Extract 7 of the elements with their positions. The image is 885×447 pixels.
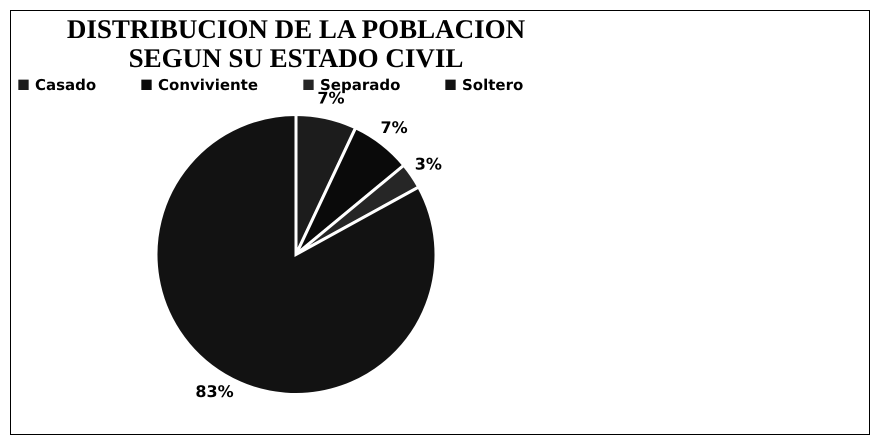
chart-title: DISTRIBUCION DE LA POBLACION SEGUN SU ESTADO CIVIL	[66, 14, 526, 73]
data-label: 7%	[380, 118, 408, 138]
legend-label: Soltero	[462, 76, 524, 94]
legend-label: Casado	[35, 76, 96, 94]
legend-label: Conviviente	[158, 76, 258, 94]
data-label: 3%	[414, 154, 442, 174]
data-label: 83%	[195, 382, 234, 402]
